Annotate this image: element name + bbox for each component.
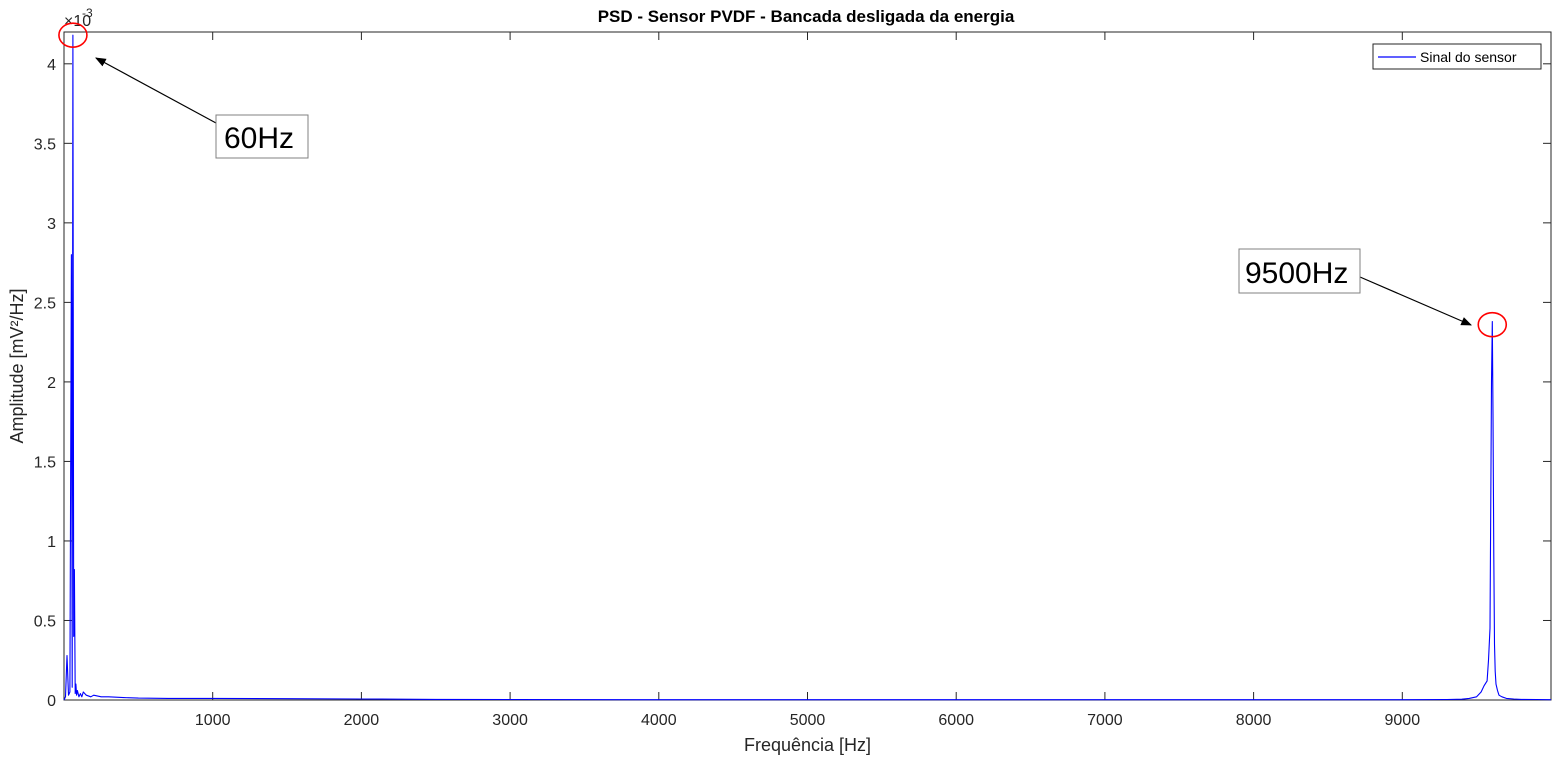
chart-title: PSD - Sensor PVDF - Bancada desligada da… <box>598 7 1015 26</box>
y-exponent-base: ×10 <box>64 13 91 30</box>
axes-box <box>63 31 1552 701</box>
legend: Sinal do sensor <box>1372 43 1542 70</box>
annotation-60hz-circle <box>58 22 88 48</box>
x-tick-label: 5000 <box>790 712 826 729</box>
x-axis-label: Frequência [Hz] <box>744 735 871 755</box>
annotation-9500hz-box <box>1238 248 1361 294</box>
annotation-9500hz-label: 9500Hz <box>1245 257 1348 290</box>
y-axis-label: Amplitude [mV²/Hz] <box>7 288 27 443</box>
y-tick-label: 4 <box>47 57 56 74</box>
legend-entry-sinal-do-sensor: Sinal do sensor <box>1420 49 1517 65</box>
x-tick-label: 7000 <box>1087 712 1123 729</box>
plot-area <box>63 31 1552 701</box>
y-axis-exponent: ×10 -3 <box>64 6 93 30</box>
y-tick-label: 2.5 <box>34 295 56 312</box>
y-tick-label: 2 <box>47 375 56 392</box>
x-tick-label: 4000 <box>641 712 677 729</box>
annotation-60hz-label: 60Hz <box>224 122 294 155</box>
x-tick-label: 6000 <box>938 712 974 729</box>
y-tick-label: 0 <box>47 693 56 710</box>
annotation-60hz-arrow <box>95 57 217 124</box>
series-line-sinal-do-sensor <box>63 34 1552 701</box>
series-layer <box>63 34 1552 701</box>
x-tick-label: 1000 <box>195 712 231 729</box>
y-tick-label: 1 <box>47 534 56 551</box>
x-tick-label: 9000 <box>1385 712 1421 729</box>
annotation-9500hz-arrow <box>1359 276 1472 326</box>
annotation-layer: 60Hz 9500Hz <box>58 22 1508 338</box>
x-tick-label: 3000 <box>492 712 528 729</box>
y-tick-label: 1.5 <box>34 454 56 471</box>
annotation-9500hz-circle <box>1477 311 1508 338</box>
y-exponent-power: -3 <box>82 6 93 20</box>
x-tick-label: 8000 <box>1236 712 1272 729</box>
y-tick-label: 0.5 <box>34 613 56 630</box>
y-tick-label: 3 <box>47 216 56 233</box>
annotation-60hz-box <box>215 114 309 159</box>
x-tick-label: 2000 <box>344 712 380 729</box>
y-tick-label: 3.5 <box>34 136 56 153</box>
axis-ticks: 1000 2000 3000 4000 5000 6000 7000 8000 9000 0 0.5… <box>34 32 1551 729</box>
